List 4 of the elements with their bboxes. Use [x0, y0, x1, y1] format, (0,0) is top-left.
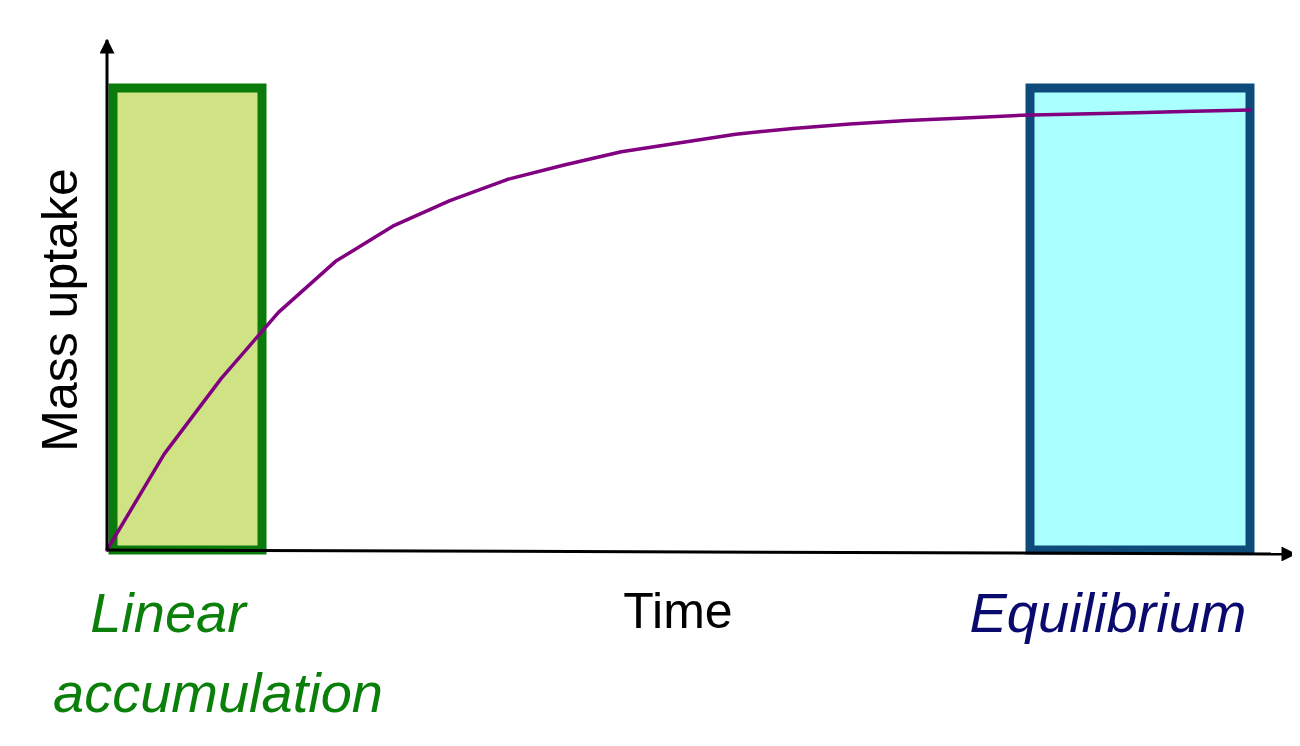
text: Equilibrium — [969, 581, 1247, 644]
text: Linear accumulation — [53, 581, 383, 724]
y-axis-title: Mass uptake — [32, 168, 88, 452]
x-axis-title: Time — [623, 583, 733, 639]
